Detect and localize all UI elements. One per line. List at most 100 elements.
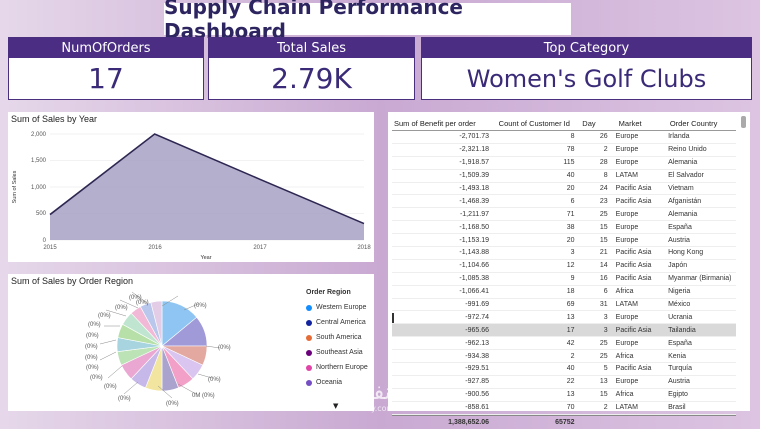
scroll-down-arrow-icon[interactable]: ▼ <box>333 402 339 410</box>
table-cell: -934.38 <box>465 352 489 360</box>
table-cell: -858.61 <box>465 404 489 412</box>
table-cell: -1,153.19 <box>459 236 489 244</box>
kpi-value: Women's Golf Clubs <box>466 64 707 93</box>
legend-label: Oceania <box>316 379 343 386</box>
table-cell: Pacific Asia <box>615 365 652 373</box>
column-header[interactable]: Count of Customer Id <box>498 118 570 128</box>
table-row[interactable]: -1,153.19 20 15 Europe Austria <box>392 234 736 248</box>
table-cell: 25 <box>599 339 608 347</box>
table-row[interactable]: -1,468.39 6 23 Pacific Asia Afganistán <box>392 195 736 209</box>
legend-item[interactable]: Central America <box>306 315 368 330</box>
table-row[interactable]: -927.85 22 13 Europe Austria <box>392 376 736 389</box>
table-row[interactable]: -2,321.18 78 2 Europe Reino Unido <box>392 144 736 157</box>
table-cell: Pacific Asia <box>615 326 652 334</box>
sales-by-year-panel[interactable]: Sum of Sales by Year 2,000 1,500 1,000 5… <box>8 112 374 262</box>
table-cell: 26 <box>599 133 608 141</box>
pie-slice[interactable] <box>150 300 163 347</box>
column-header[interactable]: Market <box>618 118 642 128</box>
y-tick-label: 1,500 <box>31 158 47 164</box>
table-row[interactable]: -965.66 17 3 Pacific Asia Tailandia <box>392 324 736 338</box>
table-cell: 24 <box>599 185 608 192</box>
legend-dot <box>306 364 312 371</box>
table-scrollbar[interactable] <box>741 116 746 128</box>
table-cell: 25 <box>599 210 608 218</box>
table-cell: 15 <box>599 223 608 231</box>
table-cell: -927.85 <box>465 378 489 386</box>
pie-data-label: (0%) <box>166 401 179 407</box>
table-row[interactable]: -1,918.57 115 28 Europe Alemania <box>392 157 736 170</box>
table-cell: 14 <box>599 262 608 270</box>
table-cell: -1,168.50 <box>459 223 489 231</box>
table-cell: -1,468.39 <box>459 197 489 205</box>
table-row[interactable]: -858.61 70 2 LATAM Brasil <box>392 402 736 415</box>
kpi-label: NumOfOrders <box>9 38 203 58</box>
table-cell: -1,493.18 <box>459 185 489 192</box>
kpi-total-sales: Total Sales 2.79K <box>208 37 415 100</box>
table-row[interactable]: -1,509.39 40 8 LATAM El Salvador <box>392 170 736 183</box>
pie-chart[interactable]: (0%) (0%) (0%) (0%) (0%) (0%) (0%) (0%) … <box>8 274 374 411</box>
table-row[interactable]: -900.56 13 15 Africa Egipto <box>392 389 736 402</box>
column-header[interactable]: Sum of Benefit per order <box>394 118 476 128</box>
column-header[interactable]: Order Country <box>669 118 718 128</box>
table-cell: Brasil <box>668 404 686 412</box>
legend-item[interactable]: Northern Europe <box>306 360 368 375</box>
table-row[interactable]: -1,104.66 12 14 Pacific Asia Japón <box>392 260 736 273</box>
legend-item[interactable]: Oceania <box>306 375 368 390</box>
table-row[interactable]: -991.69 69 31 LATAM México <box>392 299 736 312</box>
table-cell: Austria <box>668 378 690 386</box>
table-cell: -1,211.97 <box>459 210 489 218</box>
table-cell: -1,143.88 <box>459 249 489 257</box>
table-row[interactable]: -934.38 2 25 Africa Kenia <box>392 350 736 364</box>
table-cell: Africa <box>615 288 634 296</box>
table-cell: 2 <box>603 404 608 412</box>
table-row[interactable]: -1,211.97 71 25 Europe Alemania <box>392 208 736 222</box>
table-cell: -965.66 <box>465 326 489 334</box>
table-row[interactable]: -1,143.88 3 21 Pacific Asia Hong Kong <box>392 247 736 260</box>
table-cell: 9 <box>570 275 575 283</box>
area-chart[interactable]: 2,000 1,500 1,000 500 0 2015 2016 2017 2… <box>8 112 374 262</box>
table-cell: 6 <box>570 197 575 205</box>
table-cell: 71 <box>566 210 575 218</box>
table-cell: Europe <box>615 223 639 231</box>
table-row[interactable]: -1,066.41 18 6 Africa Nigeria <box>392 286 736 299</box>
table-cell: 38 <box>566 223 575 231</box>
table-row[interactable]: -1,085.38 9 16 Pacific Asia Myanmar (Birmani… <box>392 273 736 286</box>
x-axis-title: Year <box>200 255 211 261</box>
legend-item[interactable]: Western Europe <box>306 300 368 315</box>
table-row[interactable]: -1,168.50 38 15 Europe España <box>392 221 736 235</box>
table-cell: Myanmar (Birmania) <box>668 275 732 283</box>
table-cell: Vietnam <box>668 185 694 192</box>
orders-table: Sum of Benefit per order Count of Custom… <box>392 116 736 429</box>
pie-data-label: (0%) <box>118 396 131 402</box>
table-row[interactable]: -962.13 42 25 Europe España <box>392 337 736 351</box>
table-cell: 22 <box>566 378 575 386</box>
sales-by-region-panel[interactable]: Sum of Sales by Order Region (0%) (0%) (… <box>8 274 374 411</box>
legend-item[interactable]: South America <box>306 330 368 345</box>
column-header[interactable]: Day <box>582 118 596 128</box>
table-row[interactable]: -972.74 13 3 Europe Ucrania <box>392 311 736 325</box>
y-tick-label: 500 <box>36 211 47 217</box>
table-body: -2,701.73 8 26 Europe Irlanda -2,321.18 78 2 Eur… <box>392 131 736 415</box>
table-cell: Turquía <box>668 365 692 373</box>
legend-item[interactable]: Southeast Asia <box>306 345 368 360</box>
table-cell: Pacific Asia <box>615 275 652 283</box>
table-cell: Nigeria <box>668 288 691 296</box>
table-cell: Europe <box>615 146 639 154</box>
table-row[interactable]: -2,701.73 8 26 Europe Irlanda <box>392 131 736 144</box>
table-cell: 8 <box>603 172 608 180</box>
kpi-label: Top Category <box>422 38 751 58</box>
table-header: Sum of Benefit per order Count of Custom… <box>392 116 736 131</box>
legend-dot <box>306 319 312 326</box>
table-cell: Africa <box>615 352 634 360</box>
table-row[interactable]: -929.51 40 5 Pacific Asia Turquía <box>392 363 736 376</box>
kpi-num-of-orders: NumOfOrders 17 <box>8 37 204 100</box>
table-cell: 69 <box>566 301 575 309</box>
table-cell: México <box>668 301 691 309</box>
table-row[interactable]: -1,493.18 20 24 Pacific Asia Vietnam <box>392 183 736 196</box>
table-cell: Ucrania <box>668 313 693 321</box>
table-cell: -1,509.39 <box>459 172 489 180</box>
legend-title: Order Region <box>306 289 351 296</box>
table-cell: -1,085.38 <box>459 275 489 283</box>
orders-table-panel[interactable]: Sum of Benefit per order Count of Custom… <box>388 112 750 426</box>
table-cell: Alemania <box>668 159 698 167</box>
